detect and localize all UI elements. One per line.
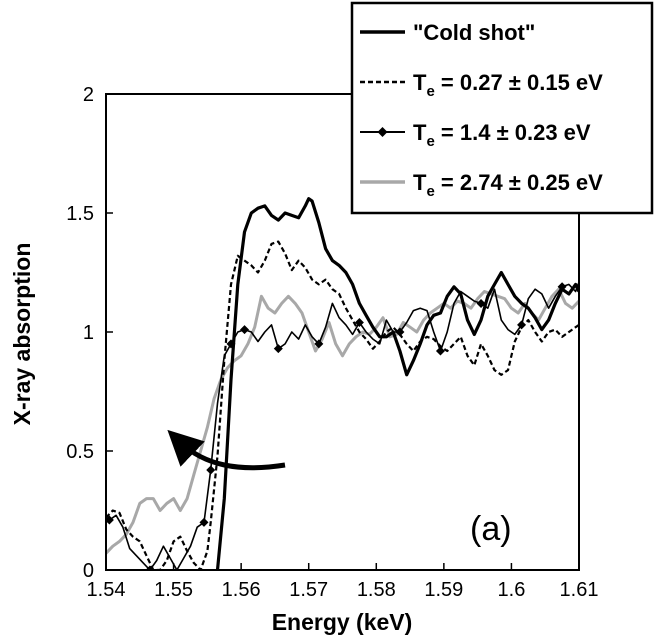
series-marker-2 — [199, 517, 209, 527]
y-tick-label: 0 — [83, 560, 94, 582]
series-marker-2 — [206, 465, 216, 475]
series-marker-2 — [145, 565, 155, 570]
series-marker-2 — [273, 344, 283, 354]
temperature-arrow-annotation — [167, 429, 286, 471]
series-marker-2 — [226, 339, 236, 349]
series-marker-2 — [354, 317, 364, 327]
marker-layer — [106, 282, 567, 570]
series-line-2 — [106, 281, 579, 570]
series-marker-2 — [435, 346, 445, 356]
legend-box — [350, 1, 654, 215]
y-tick-label: 2 — [83, 84, 94, 106]
legend-label-2: Te = 1.4 ± 0.23 eV — [413, 120, 591, 150]
y-axis-title: X-ray absorption — [9, 243, 35, 426]
x-tick-label: 1.56 — [222, 579, 261, 601]
series-marker-2 — [476, 298, 486, 308]
y-tick-label: 1.5 — [66, 203, 94, 225]
series-marker-2 — [314, 339, 324, 349]
series-marker-2 — [517, 320, 527, 330]
series-layer — [106, 197, 579, 570]
legend-marker — [377, 127, 388, 137]
x-tick-label: 1.59 — [424, 579, 463, 601]
series-line-0 — [215, 197, 579, 570]
series-marker-2 — [395, 327, 405, 337]
y-tick-label: 1 — [83, 322, 94, 344]
x-axis-title: Energy (keV) — [272, 609, 413, 635]
x-tick-label: 1.58 — [357, 579, 396, 601]
y-axis: 0 0.5 1 1.5 2 — [66, 84, 113, 582]
x-axis: 1.54 1.55 1.56 1.57 1.58 1.59 1.6 1.61 — [87, 563, 599, 601]
x-tick-label: 1.54 — [87, 579, 126, 601]
legend-label-0: "Cold shot" — [413, 20, 535, 45]
series-marker-2 — [106, 515, 114, 525]
legend-label-3: Te = 2.74 ± 0.25 eV — [413, 170, 603, 200]
panel-label: (a) — [470, 510, 512, 548]
x-tick-label: 1.6 — [498, 579, 526, 601]
x-tick-label: 1.57 — [289, 579, 328, 601]
legend-label-1: Te = 0.27 ± 0.15 eV — [413, 70, 603, 100]
series-line-1 — [106, 240, 579, 570]
series-line-3 — [106, 287, 579, 555]
legend: "Cold shot" Te = 0.27 ± 0.15 eV Te = 1.4 ±… — [350, 1, 654, 215]
series-marker-2 — [240, 325, 250, 335]
x-tick-label: 1.55 — [154, 579, 193, 601]
y-tick-label: 0.5 — [66, 441, 94, 463]
series-marker-2 — [557, 282, 567, 292]
x-tick-label: 1.61 — [560, 579, 599, 601]
